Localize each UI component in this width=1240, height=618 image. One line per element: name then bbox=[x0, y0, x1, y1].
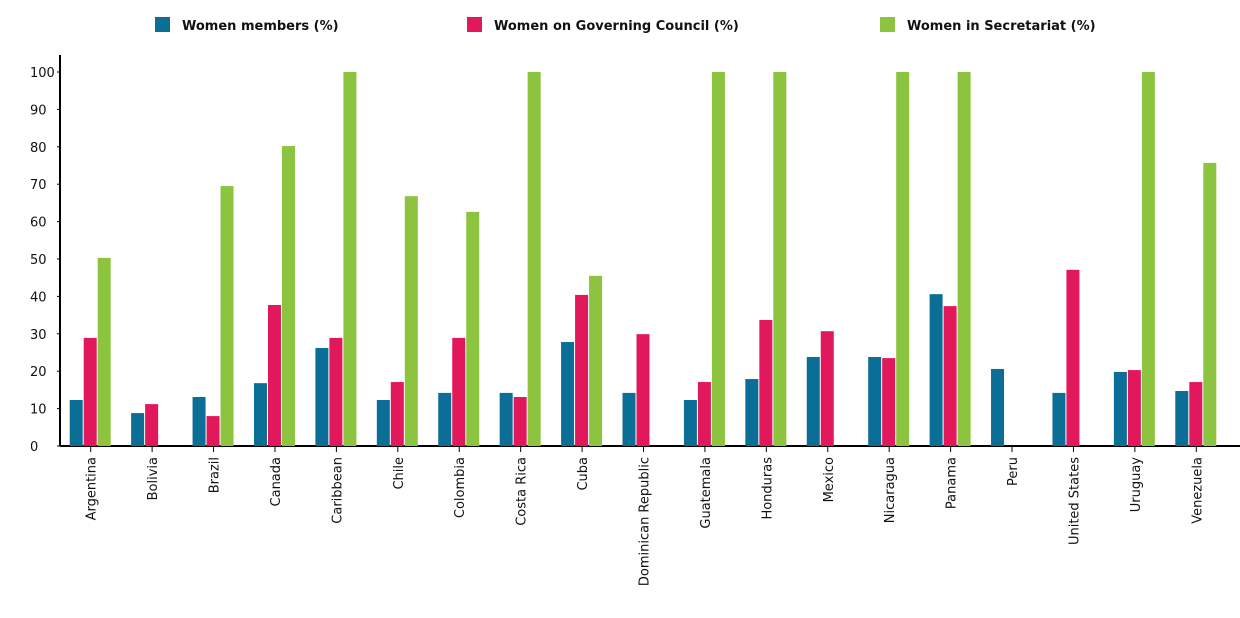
bar bbox=[145, 404, 159, 446]
y-tick-label: 30 bbox=[30, 328, 47, 343]
legend-label: Women on Governing Council (%) bbox=[494, 19, 739, 34]
x-tick-label: Colombia bbox=[453, 457, 468, 518]
bar bbox=[1203, 162, 1217, 446]
x-tick-label: Canada bbox=[269, 457, 284, 506]
legend: Women members (%) Women on Governing Coun… bbox=[155, 17, 1096, 34]
x-tick-label: Mexico bbox=[822, 457, 837, 502]
bar bbox=[745, 379, 759, 446]
bar bbox=[131, 413, 145, 446]
legend-swatch bbox=[155, 17, 170, 32]
bar bbox=[267, 305, 281, 446]
bar bbox=[390, 382, 404, 446]
bar bbox=[1189, 382, 1203, 446]
legend-swatch bbox=[880, 17, 895, 32]
y-tick-label: 0 bbox=[30, 440, 38, 455]
y-tick-label: 20 bbox=[30, 365, 47, 380]
x-tick-label: Nicaragua bbox=[883, 457, 898, 523]
bar bbox=[683, 399, 697, 446]
x-tick-label: Venezuela bbox=[1190, 457, 1205, 524]
x-tick-label: Peru bbox=[1006, 457, 1021, 486]
x-tick-label: Dominican Republic bbox=[638, 457, 653, 586]
legend-label: Women members (%) bbox=[182, 19, 339, 34]
y-tick-label: 70 bbox=[30, 178, 47, 193]
x-tick-label: Honduras bbox=[760, 457, 775, 520]
bar bbox=[868, 356, 882, 446]
bar bbox=[759, 319, 773, 446]
bar bbox=[896, 72, 910, 446]
legend-label: Women in Secretariat (%) bbox=[907, 19, 1096, 34]
bar bbox=[1113, 371, 1127, 446]
bar bbox=[329, 337, 343, 446]
bar bbox=[1052, 392, 1066, 446]
bar bbox=[882, 358, 896, 446]
bar bbox=[697, 382, 711, 446]
bar bbox=[83, 337, 97, 446]
x-tick-label: Chile bbox=[392, 457, 407, 490]
x-tick-label: Bolivia bbox=[146, 457, 161, 500]
bar bbox=[1127, 370, 1141, 446]
y-tick-label: 60 bbox=[30, 216, 47, 231]
bar bbox=[404, 196, 418, 446]
bar bbox=[622, 392, 636, 446]
bar bbox=[376, 399, 390, 446]
bar bbox=[220, 186, 234, 446]
bar bbox=[589, 275, 603, 446]
x-tick-label: Guatemala bbox=[699, 457, 714, 529]
bar bbox=[929, 294, 943, 446]
bar bbox=[192, 397, 206, 446]
bar bbox=[991, 368, 1005, 446]
x-tick-label: Cuba bbox=[576, 457, 591, 491]
bar bbox=[806, 356, 820, 446]
bar bbox=[281, 146, 295, 446]
bar bbox=[513, 397, 527, 446]
y-tick-label: 80 bbox=[30, 141, 47, 156]
bar bbox=[1066, 269, 1080, 446]
bar bbox=[315, 348, 329, 446]
y-tick-label: 100 bbox=[30, 66, 55, 81]
bar bbox=[943, 306, 957, 446]
x-tick-label: Caribbean bbox=[330, 457, 345, 524]
x-tick-label: Brazil bbox=[208, 457, 223, 493]
bar bbox=[957, 72, 971, 446]
bar bbox=[253, 383, 267, 446]
bar bbox=[1141, 72, 1155, 446]
x-tick-label: Uruguay bbox=[1129, 457, 1144, 513]
x-tick-label: United States bbox=[1067, 457, 1082, 545]
bar bbox=[527, 72, 541, 446]
bar bbox=[1175, 391, 1189, 446]
bar bbox=[343, 72, 357, 446]
bar bbox=[97, 257, 111, 446]
bar bbox=[69, 399, 83, 446]
y-tick-label: 10 bbox=[30, 403, 47, 418]
bar bbox=[773, 72, 787, 446]
bar bbox=[561, 342, 575, 446]
bar bbox=[438, 392, 452, 446]
y-tick-label: 90 bbox=[30, 103, 47, 118]
bar bbox=[820, 331, 834, 446]
bar bbox=[452, 337, 466, 446]
y-tick-label: 40 bbox=[30, 290, 47, 305]
bar bbox=[636, 334, 650, 446]
bar bbox=[711, 72, 725, 446]
bar bbox=[575, 294, 589, 446]
x-tick-label: Argentina bbox=[85, 457, 100, 520]
bar bbox=[499, 392, 513, 446]
bar bbox=[206, 416, 220, 446]
legend-swatch bbox=[467, 17, 482, 32]
x-tick-label: Costa Rica bbox=[515, 457, 530, 526]
x-tick-label: Panama bbox=[945, 457, 960, 509]
bar bbox=[466, 211, 480, 446]
y-tick-label: 50 bbox=[30, 253, 47, 268]
